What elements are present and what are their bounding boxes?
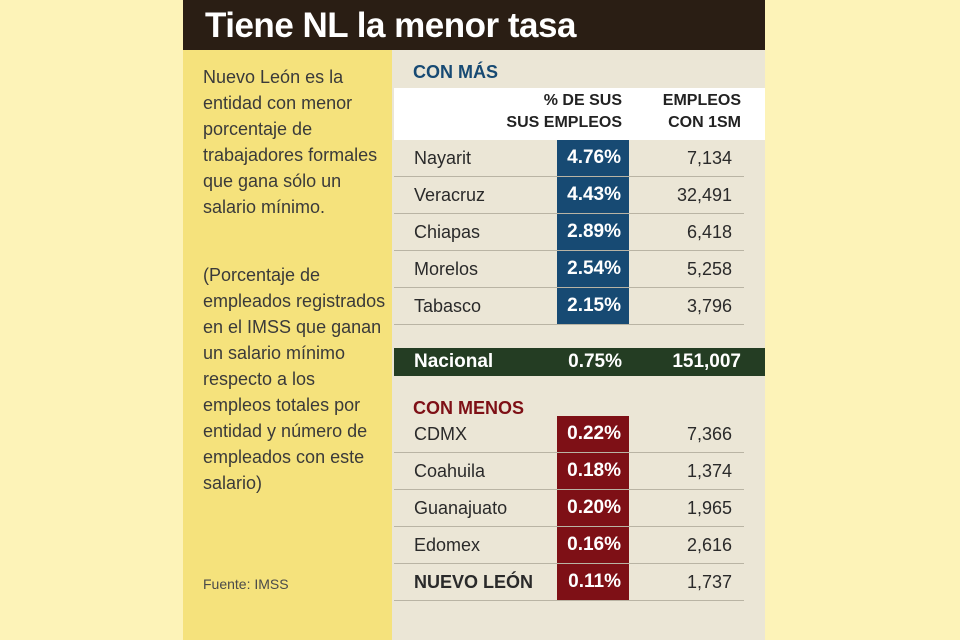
percent-cell: 0.18%	[557, 453, 629, 489]
percent-cell: 2.15%	[557, 288, 629, 324]
employees-cell: 6,418	[686, 222, 732, 242]
state-name: Edomex	[414, 535, 481, 555]
table-row: Tabasco 2.15% 3,796	[394, 288, 744, 325]
section-heading-con-mas: CON MÁS	[413, 62, 498, 82]
column-header-band: % DE SUS SUS EMPLEOS EMPLEOS CON 1SM	[394, 88, 765, 140]
national-row: Nacional 0.75% 151,007	[394, 348, 765, 376]
state-name: Chiapas	[414, 222, 481, 242]
section-heading-con-menos: CON MENOS	[413, 398, 525, 418]
percent-cell: 2.54%	[557, 251, 629, 287]
state-name: Morelos	[414, 259, 479, 279]
description-text: Nuevo León es la entidad con menor porce…	[203, 67, 378, 217]
table-row: Morelos 2.54% 5,258	[394, 251, 744, 288]
employees-cell: 7,366	[686, 424, 732, 444]
state-name: Guanajuato	[414, 498, 508, 518]
state-name: CDMX	[414, 424, 467, 444]
employees-cell: 1,965	[686, 498, 732, 518]
employees-cell: 5,258	[686, 259, 732, 279]
employees-cell: 1,737	[686, 572, 732, 592]
state-name: NUEVO LEÓN	[414, 572, 534, 592]
side-panel: Nuevo León es la entidad con menor porce…	[183, 50, 392, 640]
employees-cell: 32,491	[676, 185, 732, 205]
state-name: Tabasco	[414, 296, 482, 316]
source-credit: Fuente: IMSS	[203, 576, 289, 592]
table-row: CDMX 0.22% 7,366	[394, 416, 744, 453]
national-percent: 0.75%	[568, 351, 622, 372]
employees-cell: 3,796	[686, 296, 732, 316]
employees-cell: 7,134	[686, 148, 732, 168]
column-header-percent: % DE SUS SUS EMPLEOS	[506, 92, 622, 131]
table-row: Guanajuato 0.20% 1,965	[394, 490, 744, 527]
table-row: Chiapas 2.89% 6,418	[394, 214, 744, 251]
percent-cell: 2.89%	[557, 214, 629, 250]
methodology-note: (Porcentaje de empleados registrados en …	[203, 265, 386, 493]
percent-cell: 4.43%	[557, 177, 629, 213]
percent-cell: 0.16%	[557, 527, 629, 563]
percent-cell: 0.22%	[557, 416, 629, 452]
percent-cell: 4.76%	[557, 140, 629, 176]
percent-cell: 0.11%	[557, 564, 629, 600]
national-employees: 151,007	[672, 351, 741, 372]
national-label: Nacional	[414, 351, 494, 372]
table-row: Nayarit 4.76% 7,134	[394, 140, 744, 177]
percent-cell: 0.20%	[557, 490, 629, 526]
state-name: Nayarit	[414, 148, 472, 168]
employees-cell: 1,374	[686, 461, 732, 481]
state-name: Veracruz	[414, 185, 486, 205]
table-row: NUEVO LEÓN 0.11% 1,737	[394, 564, 744, 601]
infographic: Tiene NL la menor tasa Nuevo León es la …	[183, 0, 765, 640]
column-header-employees: EMPLEOS CON 1SM	[662, 92, 741, 131]
employees-cell: 2,616	[686, 535, 732, 555]
table-row: Veracruz 4.43% 32,491	[394, 177, 744, 214]
title-bar: Tiene NL la menor tasa	[183, 0, 765, 50]
table-row: Coahuila 0.18% 1,374	[394, 453, 744, 490]
table-row: Edomex 0.16% 2,616	[394, 527, 744, 564]
page-title: Tiene NL la menor tasa	[205, 6, 576, 45]
state-name: Coahuila	[414, 461, 486, 481]
